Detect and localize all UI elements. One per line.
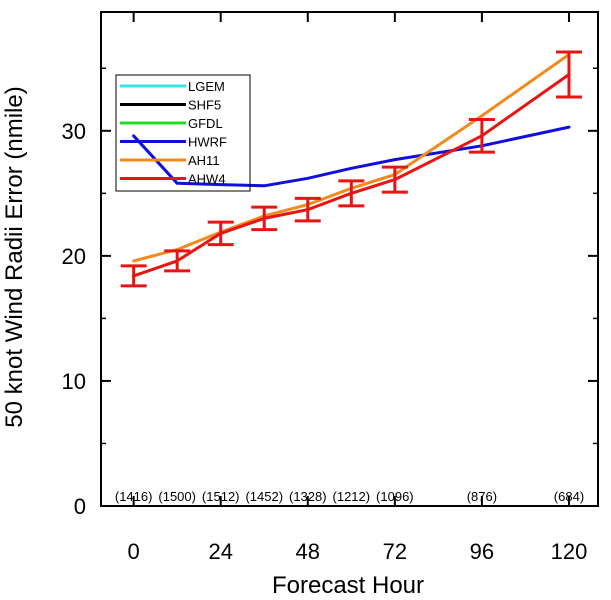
x-tick-label: 48 [296,539,320,564]
plot-frame [100,11,599,507]
axes: 0 24 48 72 96 120 0 10 20 30 [62,11,599,564]
error-bar [381,165,408,194]
x-tick-label: 24 [208,539,232,564]
y-tick-label: 30 [62,119,86,144]
legend: LGEM SHF5 GFDL HWRF AH11 AHW4 [115,74,251,192]
y-tick-label: 0 [74,494,86,519]
x-tick-label: 120 [551,539,588,564]
y-tick-label: 20 [62,244,86,269]
error-bar [555,50,582,99]
legend-label: SHF5 [188,98,221,113]
x-axis-title: Forecast Hour [272,572,424,599]
legend-label: HWRF [188,135,227,150]
legend-label: GFDL [188,116,223,131]
y-tick-label: 10 [62,369,86,394]
sample-count-label: (1212) [333,489,371,504]
x-tick-label: 96 [470,539,494,564]
sample-count-label: (1452) [245,489,283,504]
legend-label: AHW4 [188,172,226,187]
legend-label: AH11 [188,153,220,168]
error-bar [164,249,191,273]
error-bar [294,196,321,223]
error-bar [338,179,365,208]
plot-area: (1416)(1500)(1512)(1452)(1328)(1212)(109… [115,50,584,504]
error-bar [251,205,278,232]
x-tick-label: 0 [128,539,140,564]
error-bar [120,264,147,288]
y-axis-title: 50 knot Wind Radii Error (nmile) [1,86,28,427]
sample-count-label: (1500) [158,489,196,504]
x-tick-label: 72 [383,539,407,564]
error-bar [468,118,495,154]
legend-label: LGEM [188,79,225,94]
error-bar [207,220,234,247]
legend-box [115,74,251,192]
